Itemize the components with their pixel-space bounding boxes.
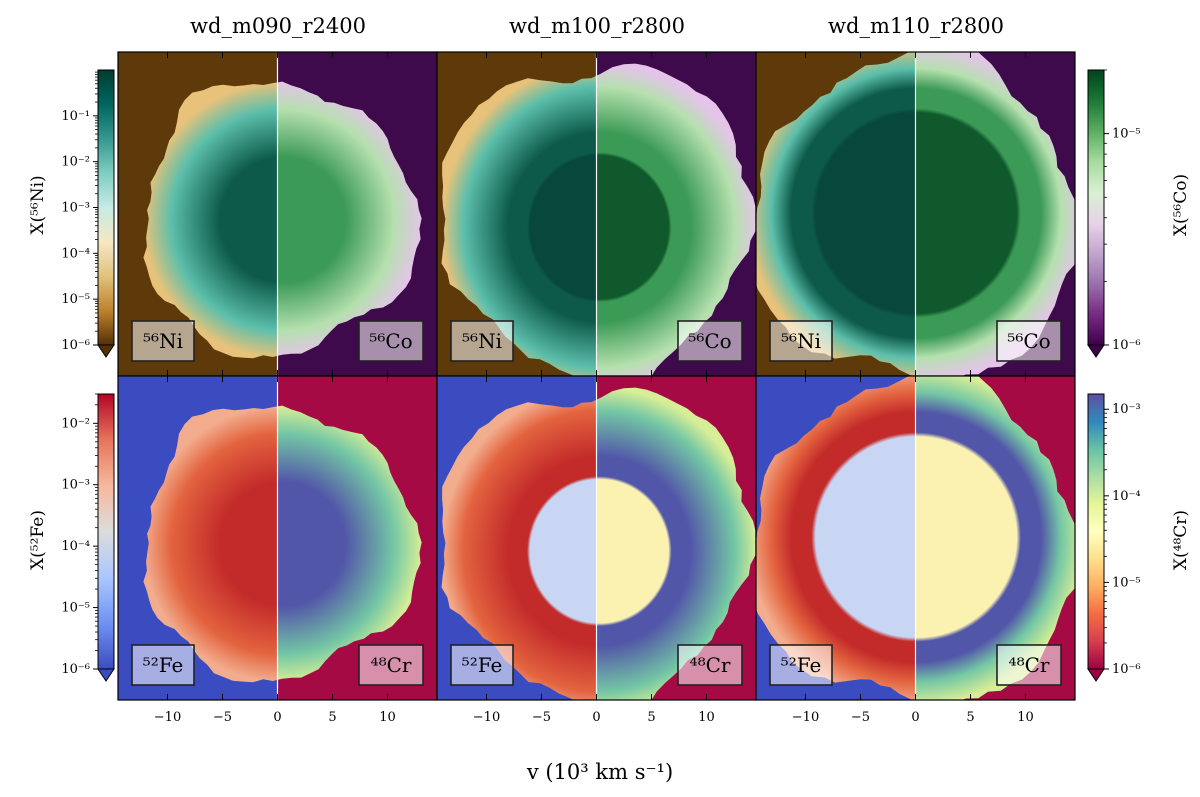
colorbar-tick-label: 10⁻¹ — [61, 109, 90, 124]
colorbar-tick-label: 10⁻⁵ — [61, 292, 90, 307]
x-tick-label: −5 — [851, 710, 870, 725]
colorbar-tick-label: 10⁻² — [61, 416, 90, 431]
column-title-3: wd_m110_r2800 — [828, 14, 1004, 38]
x-tick-label: 0 — [592, 710, 600, 725]
x-tick-label: 10 — [379, 710, 396, 725]
isotope-label-left: ⁵²Fe — [450, 644, 514, 686]
colorbar-tick-label: 10⁻⁶ — [61, 662, 90, 677]
svg-text:⁵⁶Ni: ⁵⁶Ni — [462, 329, 502, 353]
left-half — [756, 52, 916, 376]
right-half — [915, 376, 1075, 700]
panel-wd_m100_r2800-row1: ⁵⁶Ni ⁵⁶Co — [436, 51, 757, 377]
isotope-label-right: ⁴⁸Cr — [358, 644, 424, 686]
colorbar-tick-label: 10⁻⁴ — [1112, 489, 1141, 504]
isotope-label-left: ⁵⁶Ni — [131, 320, 195, 362]
x-tick-label: −5 — [532, 710, 551, 725]
isotope-label-right: ⁵⁶Co — [677, 320, 743, 362]
x-tick-label: 0 — [273, 710, 281, 725]
ejecta-blob-left — [441, 75, 597, 376]
fe52-colorbar: 10⁻⁶ 10⁻⁵ 10⁻⁴ 10⁻³ 10⁻² — [61, 393, 115, 682]
ejecta-blob-left — [143, 406, 278, 683]
cr48-colorbar: 10⁻⁶ 10⁻⁵ 10⁻⁴ 10⁻³ — [1087, 393, 1141, 682]
x-tick-label: 5 — [647, 710, 655, 725]
colorbars-layer: 10⁻⁶ 10⁻⁵ 10⁻⁴ 10⁻³ 10⁻² 10⁻¹ 10⁻⁶ 10⁻⁵ 10⁻⁴ 10⁻³… — [61, 69, 1141, 682]
isotope-label-left: ⁵⁶Ni — [769, 320, 833, 362]
colorbar-tick-label: 10⁻³ — [61, 201, 90, 216]
colorbar-tick-label: 10⁻⁴ — [61, 539, 90, 554]
panel-wd_m110_r2800-row1: ⁵⁶Ni ⁵⁶Co — [755, 51, 1076, 377]
ejecta-blob-right — [915, 376, 1075, 700]
panel-wd_m090_r2400-row2: ⁵²Fe ⁴⁸Cr — [117, 375, 438, 701]
column-title-1: wd_m090_r2400 — [190, 14, 366, 38]
ejecta-blob-right — [915, 52, 1075, 376]
x-tick-label: −5 — [213, 710, 232, 725]
x-tick-labels-col1: −10 −5 0 5 10 — [154, 710, 396, 725]
panels-layer: ⁵⁶Ni ⁵⁶Co ⁵⁶Ni ⁵⁶Co ⁵⁶Ni ⁵⁶Co ⁵²Fe ⁴⁸Cr ⁵²Fe ⁴⁸Cr… — [117, 51, 1076, 701]
panel-wd_m090_r2400-row1: ⁵⁶Ni ⁵⁶Co — [117, 51, 438, 377]
x-tick-label: 0 — [911, 710, 919, 725]
ejecta-blob-left — [756, 52, 916, 376]
column-title-2: wd_m100_r2800 — [509, 14, 685, 38]
ejecta-blob-left — [143, 82, 278, 359]
svg-text:⁵⁶Co: ⁵⁶Co — [369, 329, 412, 353]
x-tick-label: 5 — [966, 710, 974, 725]
ejecta-blob-right — [596, 63, 756, 376]
x-axis-label: v (10³ km s⁻¹) — [526, 760, 674, 784]
x-tick-label: 10 — [698, 710, 715, 725]
x-tick-label: 5 — [328, 710, 336, 725]
colorbar-tick-label: 10⁻⁶ — [1112, 338, 1141, 353]
svg-text:⁵⁶Co: ⁵⁶Co — [1007, 329, 1050, 353]
x-tick-label: −10 — [154, 710, 181, 725]
svg-text:⁵⁶Ni: ⁵⁶Ni — [143, 329, 183, 353]
isotope-label-left: ⁵⁶Ni — [450, 320, 514, 362]
isotope-label-left: ⁵²Fe — [131, 644, 195, 686]
panel-wd_m100_r2800-row2: ⁵²Fe ⁴⁸Cr — [436, 375, 757, 701]
svg-text:⁴⁸Cr: ⁴⁸Cr — [371, 653, 412, 677]
colorbar-tick-label: 10⁻⁶ — [1112, 662, 1141, 677]
panel-wd_m110_r2800-row2: ⁵²Fe ⁴⁸Cr — [755, 375, 1076, 701]
svg-text:⁵⁶Co: ⁵⁶Co — [688, 329, 731, 353]
fe52-colorbar-label: X(⁵²Fe) — [28, 510, 48, 570]
colorbar-tick-label: 10⁻² — [61, 155, 90, 170]
ejecta-blob-left — [756, 376, 916, 700]
isotope-label-left: ⁵²Fe — [769, 644, 833, 686]
colorbar-tick-label: 10⁻³ — [1112, 402, 1141, 417]
ejecta-blob-right — [277, 81, 422, 356]
left-half — [437, 52, 597, 376]
ejecta-blob-right — [596, 387, 756, 700]
svg-text:⁵²Fe: ⁵²Fe — [143, 653, 184, 677]
x-tick-label: −10 — [792, 710, 819, 725]
x-tick-label: 10 — [1017, 710, 1034, 725]
svg-text:⁴⁸Cr: ⁴⁸Cr — [690, 653, 731, 677]
x-tick-label: −10 — [473, 710, 500, 725]
x-tick-labels-col3: −10 −5 0 5 10 — [792, 710, 1034, 725]
co56-colorbar: 10⁻⁶ 10⁻⁵ — [1087, 69, 1141, 358]
cr48-colorbar-label: X(⁴⁸Cr) — [1171, 509, 1191, 571]
colorbar-tick-label: 10⁻⁴ — [61, 246, 90, 261]
svg-text:⁵²Fe: ⁵²Fe — [781, 653, 822, 677]
co56-colorbar-label: X(⁵⁶Co) — [1171, 173, 1191, 237]
svg-text:⁵²Fe: ⁵²Fe — [462, 653, 503, 677]
colorbar-tick-label: 10⁻⁶ — [61, 338, 90, 353]
isotope-label-right: ⁵⁶Co — [996, 320, 1062, 362]
x-tick-labels-col2: −10 −5 0 5 10 — [473, 710, 715, 725]
ni56-colorbar-label: X(⁵⁶Ni) — [28, 175, 48, 235]
ejecta-blob-right — [277, 405, 422, 680]
ejecta-blob-left — [441, 399, 597, 700]
right-half — [596, 376, 756, 700]
svg-text:⁵⁶Ni: ⁵⁶Ni — [781, 329, 821, 353]
colorbar-tick-label: 10⁻⁵ — [1112, 575, 1141, 590]
left-half — [437, 376, 597, 700]
isotope-label-right: ⁴⁸Cr — [677, 644, 743, 686]
right-half — [277, 52, 437, 376]
x-axis-layer: −10 −5 0 5 10 −10 −5 0 5 10 −10 −5 0 5 10 — [154, 710, 1034, 725]
isotope-label-right: ⁵⁶Co — [358, 320, 424, 362]
colorbar-tick-label: 10⁻⁵ — [1112, 127, 1141, 142]
colorbar-tick-label: 10⁻³ — [61, 478, 90, 493]
colorbar-tick-label: 10⁻⁵ — [61, 601, 90, 616]
svg-text:⁴⁸Cr: ⁴⁸Cr — [1009, 653, 1050, 677]
isotope-label-right: ⁴⁸Cr — [996, 644, 1062, 686]
ni56-colorbar: 10⁻⁶ 10⁻⁵ 10⁻⁴ 10⁻³ 10⁻² 10⁻¹ — [61, 69, 115, 358]
